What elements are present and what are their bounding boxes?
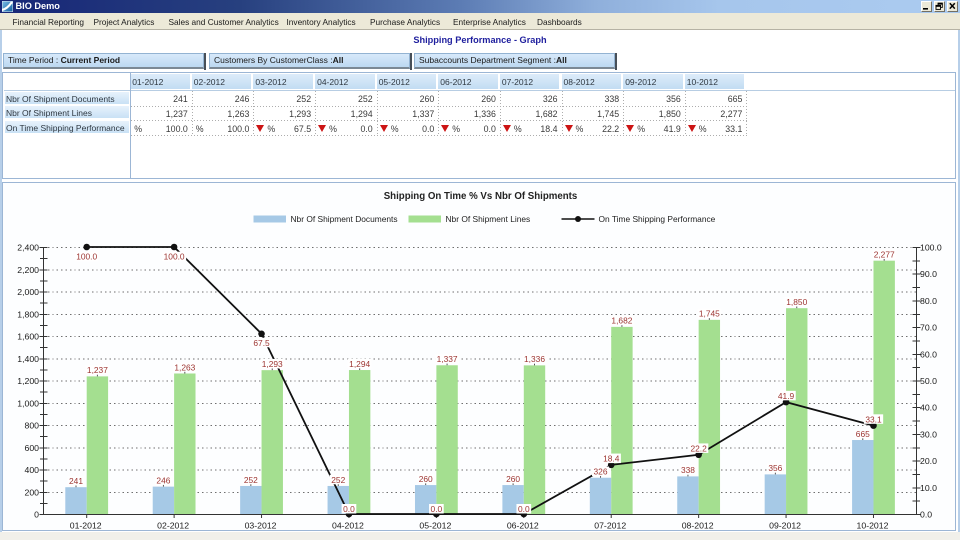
svg-text:50.0: 50.0 bbox=[920, 376, 937, 386]
svg-text:18.4: 18.4 bbox=[603, 454, 620, 464]
svg-text:400: 400 bbox=[25, 465, 40, 475]
svg-text:1,000: 1,000 bbox=[17, 398, 39, 408]
svg-text:0.0: 0.0 bbox=[343, 504, 355, 514]
svg-text:200: 200 bbox=[25, 487, 40, 497]
svg-text:Nbr Of Shipment Documents: Nbr Of Shipment Documents bbox=[291, 214, 398, 224]
svg-text:80.0: 80.0 bbox=[920, 296, 937, 306]
svg-text:1,294: 1,294 bbox=[349, 359, 370, 369]
svg-text:2,400: 2,400 bbox=[17, 243, 39, 253]
svg-text:07-2012: 07-2012 bbox=[594, 521, 626, 531]
svg-text:1,682: 1,682 bbox=[611, 316, 632, 326]
svg-text:40.0: 40.0 bbox=[920, 403, 937, 413]
svg-text:90.0: 90.0 bbox=[920, 269, 937, 279]
svg-text:08-2012: 08-2012 bbox=[682, 521, 714, 531]
svg-text:70.0: 70.0 bbox=[920, 323, 937, 333]
svg-text:1,200: 1,200 bbox=[17, 376, 39, 386]
svg-text:665: 665 bbox=[856, 429, 870, 439]
svg-text:0.0: 0.0 bbox=[920, 510, 932, 520]
svg-text:326: 326 bbox=[594, 467, 608, 477]
svg-text:100.0: 100.0 bbox=[920, 243, 942, 253]
svg-text:600: 600 bbox=[25, 443, 40, 453]
svg-text:241: 241 bbox=[69, 476, 83, 486]
svg-text:03-2012: 03-2012 bbox=[245, 521, 277, 531]
svg-text:260: 260 bbox=[419, 474, 433, 484]
svg-text:2,000: 2,000 bbox=[17, 287, 39, 297]
svg-text:41.9: 41.9 bbox=[778, 391, 795, 401]
svg-text:252: 252 bbox=[331, 475, 345, 485]
svg-text:04-2012: 04-2012 bbox=[332, 521, 364, 531]
svg-text:1,337: 1,337 bbox=[437, 354, 458, 364]
svg-text:01-2012: 01-2012 bbox=[70, 521, 102, 531]
svg-text:1,336: 1,336 bbox=[524, 354, 545, 364]
svg-text:22.2: 22.2 bbox=[690, 443, 707, 453]
svg-text:0.0: 0.0 bbox=[431, 504, 443, 514]
svg-text:0: 0 bbox=[34, 510, 39, 520]
svg-text:60.0: 60.0 bbox=[920, 349, 937, 359]
svg-text:246: 246 bbox=[156, 475, 170, 485]
svg-text:356: 356 bbox=[768, 463, 782, 473]
svg-text:252: 252 bbox=[244, 475, 258, 485]
svg-text:10.0: 10.0 bbox=[920, 483, 937, 493]
svg-text:20.0: 20.0 bbox=[920, 456, 937, 466]
svg-text:02-2012: 02-2012 bbox=[157, 521, 189, 531]
svg-text:05-2012: 05-2012 bbox=[419, 521, 451, 531]
svg-text:Nbr Of Shipment Lines: Nbr Of Shipment Lines bbox=[446, 214, 531, 224]
svg-text:800: 800 bbox=[25, 421, 40, 431]
svg-text:Shipping On Time % Vs Nbr Of S: Shipping On Time % Vs Nbr Of Shipments bbox=[384, 191, 578, 202]
svg-text:67.5: 67.5 bbox=[253, 338, 270, 348]
svg-text:0.0: 0.0 bbox=[518, 504, 530, 514]
svg-text:100.0: 100.0 bbox=[76, 252, 97, 262]
svg-text:33.1: 33.1 bbox=[865, 414, 882, 424]
svg-text:1,600: 1,600 bbox=[17, 332, 39, 342]
svg-text:1,263: 1,263 bbox=[174, 362, 195, 372]
svg-text:2,277: 2,277 bbox=[874, 249, 895, 259]
svg-text:1,400: 1,400 bbox=[17, 354, 39, 364]
svg-text:10-2012: 10-2012 bbox=[857, 521, 889, 531]
svg-text:1,800: 1,800 bbox=[17, 309, 39, 319]
svg-text:338: 338 bbox=[681, 465, 695, 475]
svg-text:1,237: 1,237 bbox=[87, 365, 108, 375]
svg-text:2,200: 2,200 bbox=[17, 265, 39, 275]
svg-text:30.0: 30.0 bbox=[920, 429, 937, 439]
svg-text:1,293: 1,293 bbox=[262, 359, 283, 369]
svg-text:1,745: 1,745 bbox=[699, 309, 720, 319]
svg-text:1,850: 1,850 bbox=[786, 297, 807, 307]
svg-text:100.0: 100.0 bbox=[164, 252, 185, 262]
svg-text:09-2012: 09-2012 bbox=[769, 521, 801, 531]
svg-text:On Time Shipping Performance: On Time Shipping Performance bbox=[599, 214, 716, 224]
svg-text:260: 260 bbox=[506, 474, 520, 484]
svg-text:06-2012: 06-2012 bbox=[507, 521, 539, 531]
